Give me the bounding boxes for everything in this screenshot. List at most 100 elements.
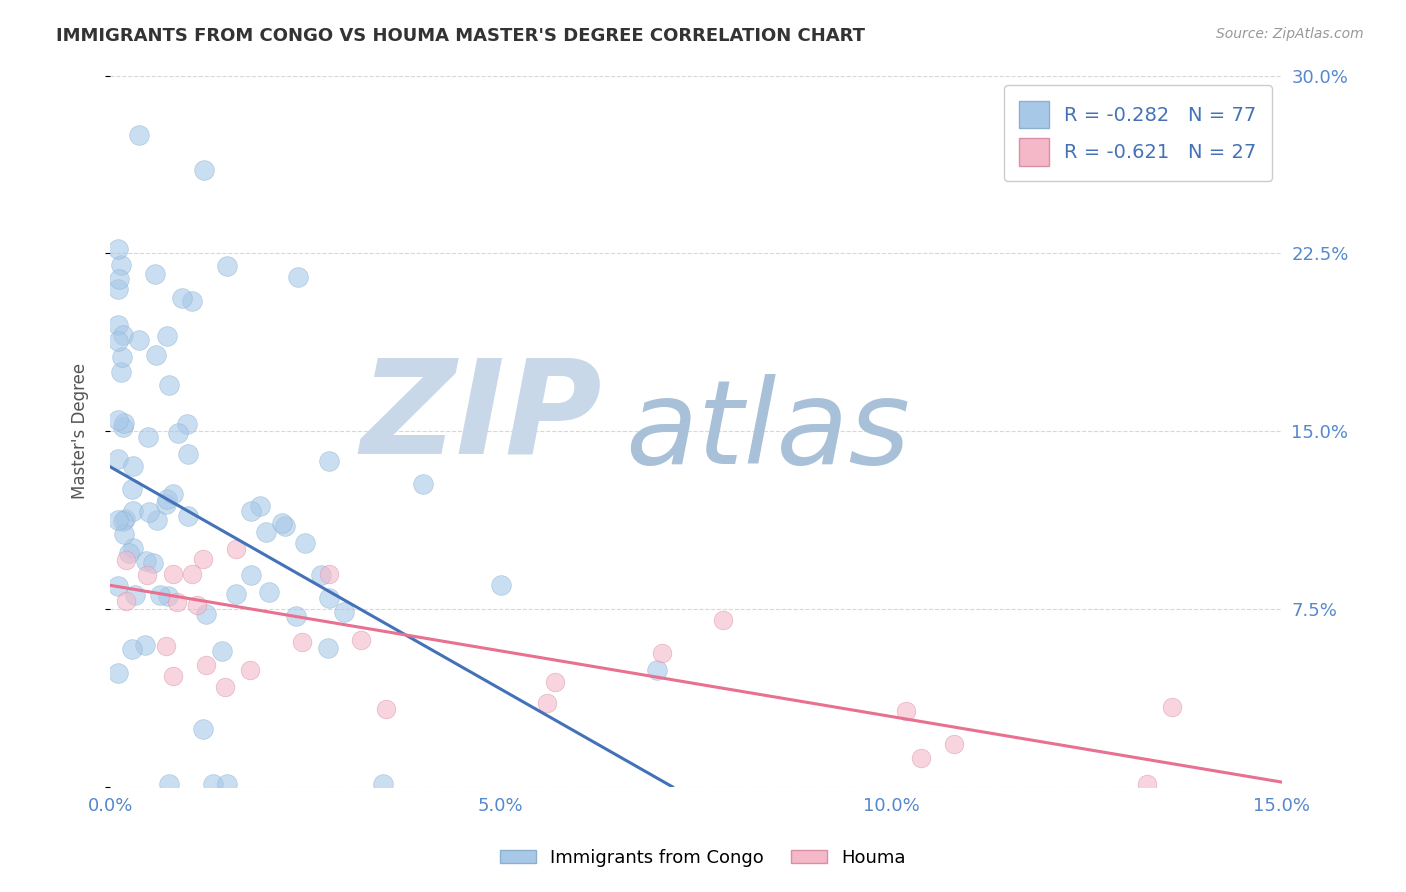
Point	[138, 505, 160, 519]
Point	[128, 334, 150, 348]
Point	[543, 675, 565, 690]
Point	[107, 318, 129, 332]
Point	[181, 293, 204, 308]
Point	[142, 556, 165, 570]
Point	[291, 635, 314, 649]
Point	[156, 589, 179, 603]
Point	[287, 270, 309, 285]
Point	[350, 633, 373, 648]
Point	[239, 568, 262, 582]
Point	[214, 680, 236, 694]
Point	[136, 567, 159, 582]
Point	[1136, 777, 1159, 791]
Point	[107, 413, 129, 427]
Point	[412, 477, 434, 491]
Point	[239, 663, 262, 677]
Point	[274, 518, 297, 533]
Point	[166, 595, 188, 609]
Point	[943, 737, 966, 751]
Point	[318, 641, 340, 656]
Point	[148, 588, 170, 602]
Point	[536, 696, 558, 710]
Point	[225, 541, 247, 556]
Point	[193, 722, 215, 736]
Point	[145, 513, 167, 527]
Point	[195, 607, 218, 621]
Point	[645, 663, 668, 677]
Point	[136, 430, 159, 444]
Text: ZIP: ZIP	[360, 353, 602, 481]
Point	[309, 568, 332, 582]
Point	[115, 553, 138, 567]
Point	[111, 420, 134, 434]
Point	[134, 638, 156, 652]
Point	[107, 579, 129, 593]
Point	[211, 643, 233, 657]
Point	[124, 588, 146, 602]
Point	[177, 447, 200, 461]
Point	[193, 163, 215, 178]
Point	[108, 272, 131, 286]
Point	[651, 646, 673, 660]
Point	[121, 504, 143, 518]
Point	[107, 242, 129, 256]
Point	[107, 334, 129, 348]
Point	[167, 425, 190, 440]
Point	[162, 567, 184, 582]
Text: Source: ZipAtlas.com: Source: ZipAtlas.com	[1216, 27, 1364, 41]
Point	[122, 459, 145, 474]
Text: IMMIGRANTS FROM CONGO VS HOUMA MASTER'S DEGREE CORRELATION CHART: IMMIGRANTS FROM CONGO VS HOUMA MASTER'S …	[56, 27, 865, 45]
Y-axis label: Master's Degree: Master's Degree	[72, 363, 89, 500]
Point	[894, 704, 917, 718]
Point	[121, 541, 143, 555]
Point	[176, 417, 198, 431]
Point	[155, 639, 177, 653]
Point	[162, 487, 184, 501]
Point	[107, 665, 129, 680]
Point	[910, 751, 932, 765]
Point	[121, 642, 143, 657]
Point	[375, 702, 398, 716]
Point	[111, 350, 134, 364]
Point	[217, 777, 239, 791]
Point	[111, 514, 134, 528]
Legend: Immigrants from Congo, Houma: Immigrants from Congo, Houma	[492, 842, 914, 874]
Point	[225, 587, 247, 601]
Point	[181, 567, 204, 582]
Point	[112, 417, 135, 431]
Point	[107, 451, 129, 466]
Point	[249, 500, 271, 514]
Point	[172, 291, 194, 305]
Point	[157, 378, 180, 392]
Point	[318, 567, 340, 582]
Point	[186, 599, 208, 613]
Point	[110, 365, 132, 379]
Point	[121, 483, 143, 497]
Point	[1161, 699, 1184, 714]
Point	[107, 282, 129, 296]
Point	[294, 535, 316, 549]
Point	[711, 613, 734, 627]
Point	[111, 328, 134, 343]
Point	[259, 585, 281, 599]
Point	[271, 516, 294, 530]
Point	[177, 508, 200, 523]
Point	[156, 491, 179, 506]
Point	[318, 591, 340, 605]
Point	[239, 504, 262, 518]
Point	[194, 657, 217, 672]
Point	[155, 497, 177, 511]
Point	[135, 554, 157, 568]
Point	[114, 594, 136, 608]
Point	[373, 777, 395, 791]
Point	[162, 669, 184, 683]
Point	[202, 777, 225, 791]
Point	[156, 329, 179, 343]
Point	[112, 527, 135, 541]
Point	[217, 259, 239, 273]
Point	[145, 348, 167, 362]
Point	[489, 578, 512, 592]
Point	[110, 258, 132, 272]
Point	[333, 606, 356, 620]
Point	[143, 267, 166, 281]
